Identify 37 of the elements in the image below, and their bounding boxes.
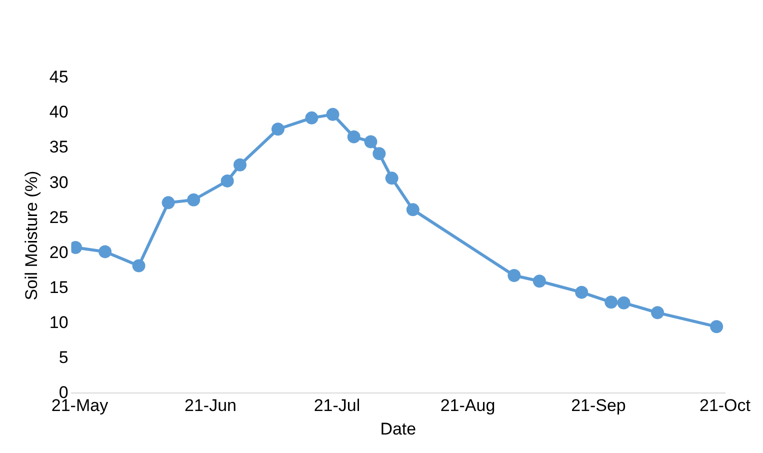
point	[187, 193, 200, 206]
x-tick-label: 21-Oct	[699, 396, 751, 416]
y-tick-label: 15	[49, 278, 68, 297]
point	[98, 245, 112, 258]
point	[575, 286, 588, 299]
x-tick-label: 21-Sep	[571, 396, 626, 416]
point	[372, 147, 386, 160]
point	[406, 203, 420, 216]
point	[364, 135, 378, 148]
x-tick-label: 21-Jun	[184, 396, 236, 416]
point	[617, 296, 630, 310]
x-tick-label: 21-Aug	[440, 396, 496, 416]
y-tick-label: 45	[49, 68, 68, 87]
y-tick-label: 30	[49, 172, 68, 192]
point	[234, 158, 247, 172]
x-tick-label: 21-Jul	[314, 396, 360, 416]
point	[220, 174, 234, 188]
point	[347, 130, 360, 144]
point	[132, 259, 146, 272]
y-tick-label: 10	[49, 312, 68, 332]
point	[271, 122, 284, 136]
point	[305, 111, 318, 124]
y-axis-title: Soil Moisture (%)	[22, 170, 41, 300]
point	[651, 306, 664, 320]
point	[508, 269, 521, 282]
y-tick-label: 25	[49, 208, 68, 227]
y-tick-label: 20	[49, 242, 68, 262]
y-tick-label: 40	[49, 102, 68, 122]
point	[604, 296, 618, 309]
point	[532, 274, 546, 288]
y-tick-label: 5	[58, 348, 68, 367]
point	[385, 172, 398, 185]
point	[710, 320, 724, 334]
y-tick-label: 35	[49, 138, 68, 157]
point	[162, 196, 175, 210]
x-axis-title: Date	[380, 419, 416, 438]
point	[326, 108, 340, 121]
